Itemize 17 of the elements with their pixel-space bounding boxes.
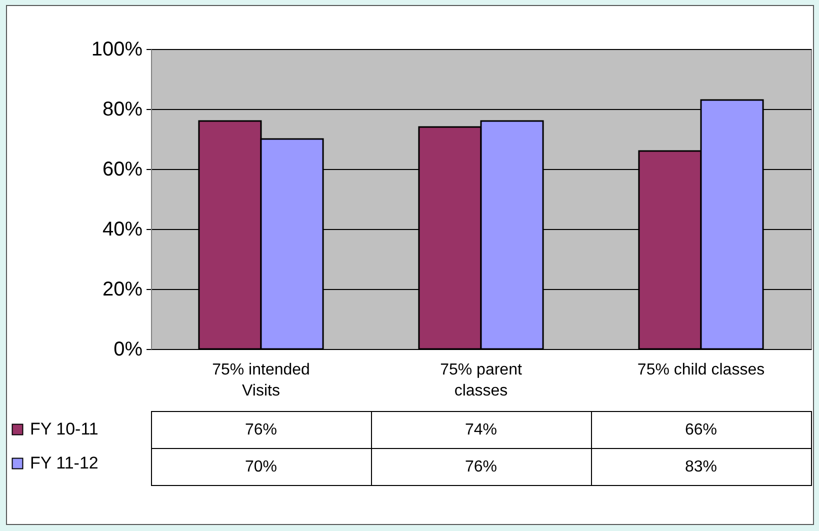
y-tick-label: 40%: [102, 218, 143, 240]
legend-label: FY 11-12: [30, 454, 98, 472]
data-label: 83%: [684, 458, 718, 476]
data-label: 70%: [244, 458, 278, 476]
legend-label: FY 10-11: [30, 420, 98, 438]
y-tick-label: 80%: [102, 98, 143, 120]
data-label: 74%: [464, 422, 498, 438]
y-tick-label: 20%: [102, 278, 143, 300]
data-label: 66%: [684, 422, 718, 438]
y-tick-label: 100%: [91, 38, 143, 60]
data-label: 76%: [464, 458, 498, 476]
y-tick-label: 0%: [114, 338, 143, 360]
x-tick-label: 75% parent classes: [440, 362, 522, 400]
x-tick-label: 75% child classes: [637, 362, 765, 378]
y-tick-label: 60%: [102, 158, 143, 180]
data-label: 76%: [244, 422, 278, 438]
x-tick-label: 75% intended Visits: [212, 362, 310, 400]
